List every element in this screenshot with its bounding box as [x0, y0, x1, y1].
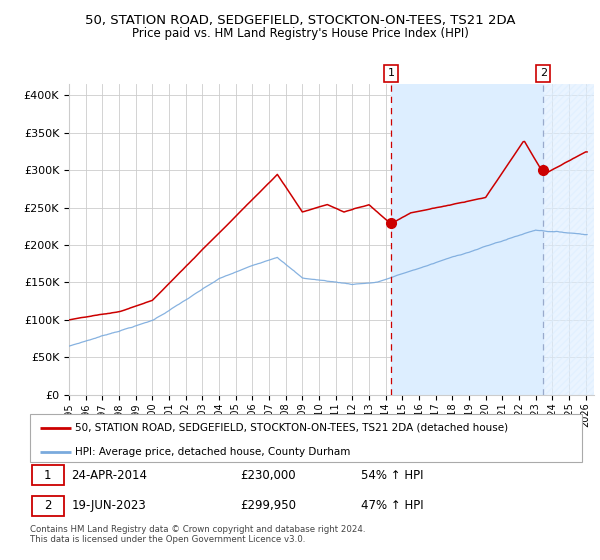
Text: 1: 1 [44, 469, 52, 482]
Text: 47% ↑ HPI: 47% ↑ HPI [361, 500, 424, 512]
Text: 19-JUN-2023: 19-JUN-2023 [71, 500, 146, 512]
FancyBboxPatch shape [32, 496, 64, 516]
Text: £230,000: £230,000 [240, 469, 295, 482]
FancyBboxPatch shape [32, 465, 64, 486]
Text: Price paid vs. HM Land Registry's House Price Index (HPI): Price paid vs. HM Land Registry's House … [131, 27, 469, 40]
Text: 50, STATION ROAD, SEDGEFIELD, STOCKTON-ON-TEES, TS21 2DA (detached house): 50, STATION ROAD, SEDGEFIELD, STOCKTON-O… [75, 423, 508, 433]
Text: 54% ↑ HPI: 54% ↑ HPI [361, 469, 424, 482]
Text: Contains HM Land Registry data © Crown copyright and database right 2024.
This d: Contains HM Land Registry data © Crown c… [30, 525, 365, 544]
Bar [544, 84, 594, 395]
Text: 50, STATION ROAD, SEDGEFIELD, STOCKTON-ON-TEES, TS21 2DA: 50, STATION ROAD, SEDGEFIELD, STOCKTON-O… [85, 14, 515, 27]
Text: 24-APR-2014: 24-APR-2014 [71, 469, 148, 482]
Bar [391, 84, 544, 395]
Text: 1: 1 [388, 68, 394, 78]
Text: 2: 2 [44, 500, 52, 512]
Text: 2: 2 [540, 68, 547, 78]
Text: HPI: Average price, detached house, County Durham: HPI: Average price, detached house, Coun… [75, 446, 350, 456]
Text: £299,950: £299,950 [240, 500, 296, 512]
